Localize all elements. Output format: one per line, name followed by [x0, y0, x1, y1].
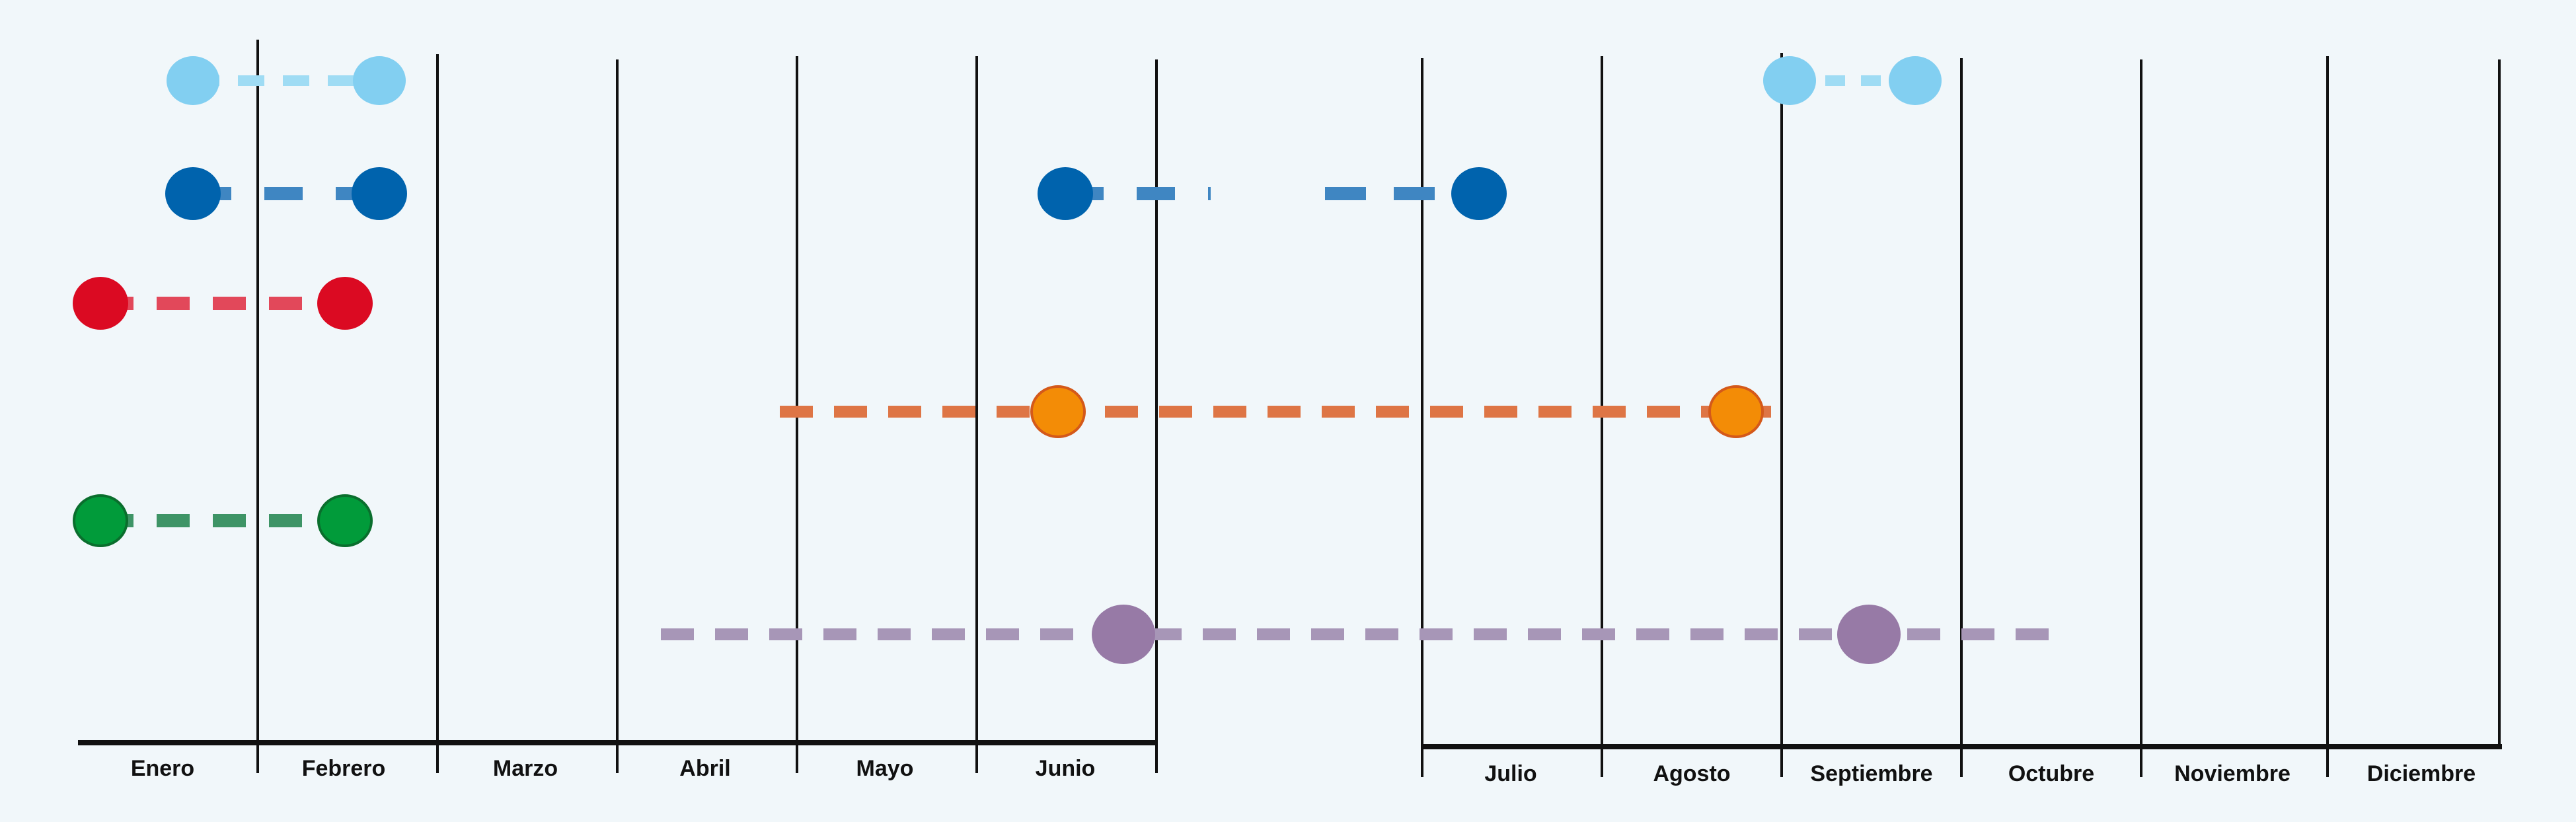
month-label-enero: Enero — [131, 756, 194, 781]
month-label-octubre: Octubre — [2008, 761, 2094, 786]
red-row — [73, 277, 373, 330]
red-marker-2 — [317, 277, 373, 330]
dark-blue-marker-4 — [1451, 167, 1507, 220]
light-blue-row — [167, 56, 1942, 105]
month-label-diciembre: Diciembre — [2367, 761, 2476, 786]
month-gridlines — [256, 40, 2501, 777]
month-label-junio: Junio — [1036, 756, 1096, 781]
month-label-septiembre: Septiembre — [1810, 761, 1932, 786]
red-marker-1 — [73, 277, 128, 330]
month-label-agosto: Agosto — [1653, 761, 1730, 786]
green-row — [73, 494, 373, 547]
month-labels-second-half: Julio Agosto Septiembre Octubre Noviembr… — [1484, 761, 2476, 786]
purple-row — [459, 605, 2273, 664]
light-blue-marker-3 — [1763, 56, 1816, 105]
dark-blue-marker-3 — [1038, 167, 1093, 220]
orange-marker-1 — [1030, 385, 1086, 438]
light-blue-marker-2 — [353, 56, 406, 105]
month-label-marzo: Marzo — [493, 756, 558, 781]
light-blue-marker-1 — [167, 56, 219, 105]
month-label-abril: Abril — [679, 756, 730, 781]
dark-blue-row — [165, 167, 1507, 220]
purple-marker-2 — [1837, 605, 1901, 664]
green-marker-1 — [73, 494, 128, 547]
month-label-noviembre: Noviembre — [2174, 761, 2291, 786]
month-label-febrero: Febrero — [302, 756, 386, 781]
green-marker-2 — [317, 494, 373, 547]
dark-blue-marker-1 — [165, 167, 221, 220]
month-label-julio: Julio — [1484, 761, 1536, 786]
light-blue-marker-4 — [1889, 56, 1942, 105]
orange-marker-2 — [1708, 385, 1764, 438]
month-label-mayo: Mayo — [856, 756, 914, 781]
month-labels-first-half: Enero Febrero Marzo Abril Mayo Junio — [131, 756, 1096, 781]
purple-marker-1 — [1092, 605, 1155, 664]
orange-row — [582, 385, 1989, 438]
dark-blue-marker-2 — [352, 167, 407, 220]
